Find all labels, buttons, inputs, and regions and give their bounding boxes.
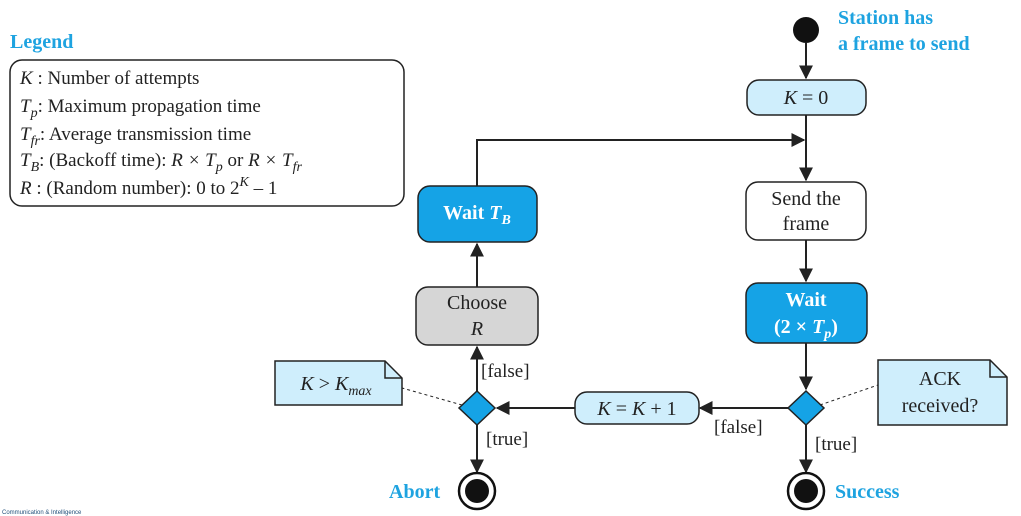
label-false-right: [false] <box>714 417 763 438</box>
legend-item-tp: Tp: Maximum propagation time <box>20 96 261 121</box>
legend-box <box>9 59 405 207</box>
start-node <box>793 17 819 43</box>
k-inc-label: K = K + 1 <box>596 398 676 420</box>
label-true-right: [true] <box>815 434 857 455</box>
choose-r-line1: Choose <box>447 292 507 314</box>
send-frame-line1: Send the <box>771 188 841 210</box>
kmax-note-label: K > Kmax <box>299 373 372 399</box>
wait-tb-label: Wait TB <box>443 202 511 228</box>
footer-text: Communication & Intelligence <box>2 510 82 516</box>
ack-note-line2: received? <box>902 395 979 417</box>
ack-note-connector <box>819 384 879 406</box>
arrow-waittb-loop-back <box>476 133 806 186</box>
wait-2tp-line2: (2 × Tp) <box>774 316 838 342</box>
kmax-note-connector <box>401 387 463 406</box>
kmax-decision-diamond <box>457 389 497 427</box>
k-init-label: K = 0 <box>783 87 829 109</box>
ack-note-line1: ACK <box>919 368 962 390</box>
legend-item-k: K : Number of attempts <box>19 68 199 89</box>
kmax-note-fold <box>384 361 402 379</box>
legend-item-tb: TB: (Backoff time): R × Tp or R × Tfr <box>20 150 302 175</box>
legend-title: Legend <box>10 31 73 53</box>
start-label-line1: Station has <box>838 7 933 29</box>
kmax-note <box>274 360 403 406</box>
abort-label: Abort <box>389 481 440 503</box>
success-label: Success <box>835 481 900 503</box>
start-label-line2: a frame to send <box>838 33 970 55</box>
label-false-left: [false] <box>481 361 530 382</box>
ack-note <box>877 359 1008 426</box>
legend-item-tfr: Tfr: Average transmission time <box>20 124 251 149</box>
ack-note-fold <box>989 360 1007 378</box>
abort-end-node <box>465 479 489 503</box>
wait-2tp-line1: Wait <box>785 289 826 311</box>
send-frame-line2: frame <box>783 213 830 235</box>
legend-item-r: R : (Random number): 0 to 2K – 1 <box>19 175 277 199</box>
success-end-node <box>794 479 818 503</box>
choose-r-line2: R <box>470 318 483 340</box>
ack-decision-diamond <box>786 389 826 427</box>
label-true-left: [true] <box>486 429 528 450</box>
